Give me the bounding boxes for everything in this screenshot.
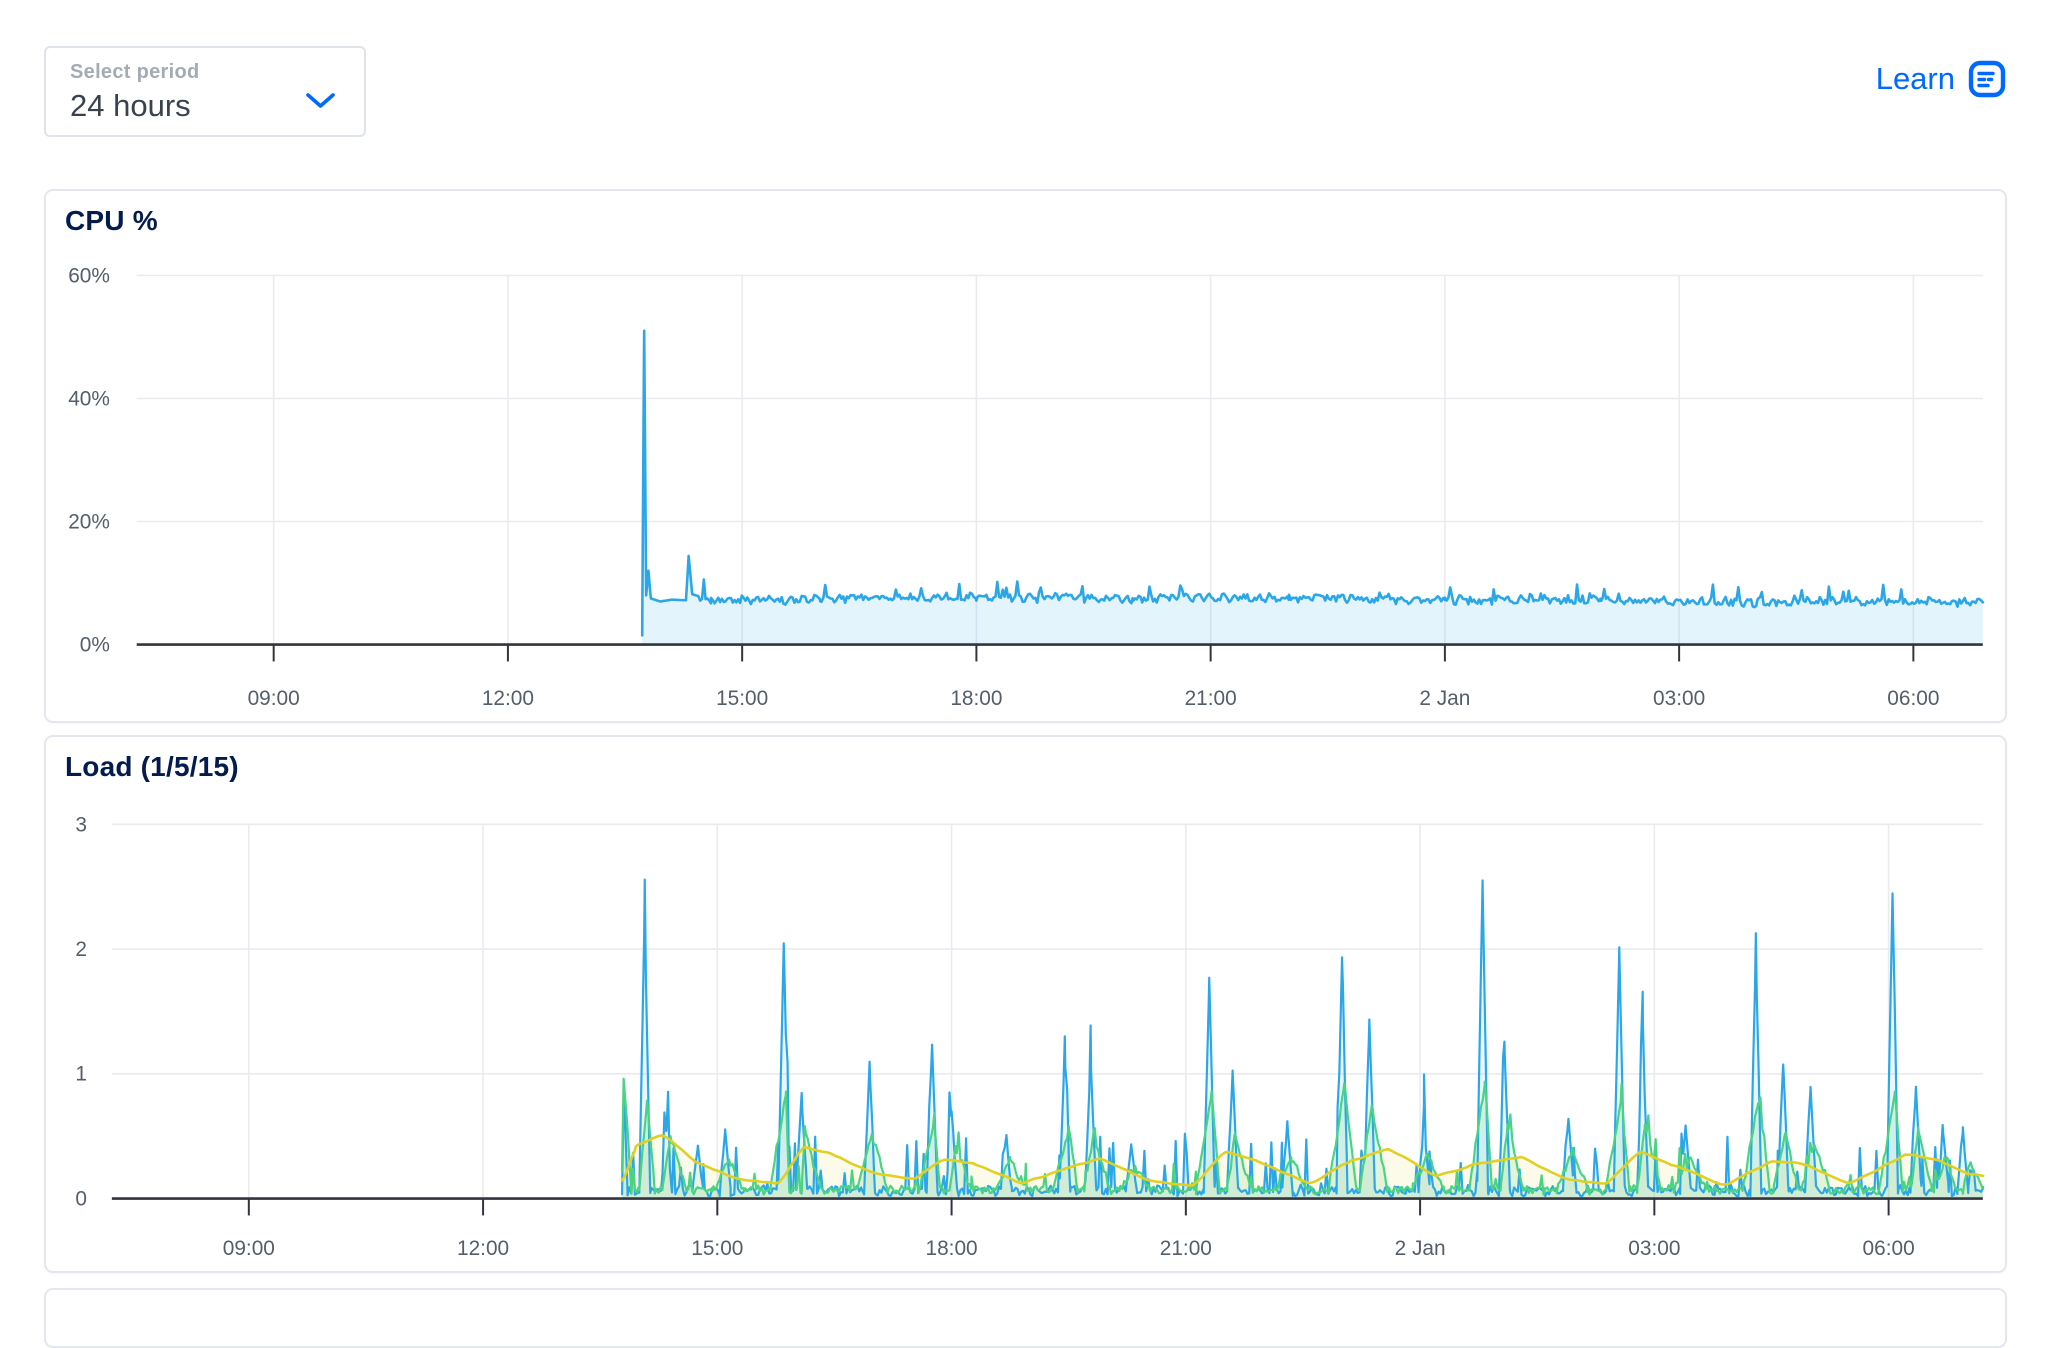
load15-line	[620, 1134, 1985, 1187]
cpu-chart-title: CPU %	[65, 205, 158, 236]
cpu-line	[640, 329, 1985, 637]
load15-area	[622, 1135, 1984, 1199]
y-tick-label: 40%	[68, 387, 110, 410]
y-tick-label: 60%	[68, 264, 110, 287]
x-tick-label: 15:00	[691, 1237, 743, 1260]
y-tick-label: 20%	[68, 510, 110, 533]
y-tick-label: 0	[75, 1187, 87, 1210]
chevron-down-icon	[306, 93, 335, 108]
y-tick-label: 2	[75, 938, 87, 961]
learn-link[interactable]: Learn	[1876, 56, 2006, 102]
load-chart-card: Load (1/5/15) 09:00 12:00 15:00 18:00 21:00 2…	[44, 735, 2007, 1273]
cpu-chart-card: CPU % 09:00 12:00 15:00 18:00 21:00 2 Jan 03:0…	[44, 189, 2007, 723]
x-tick-label: 03:00	[1653, 687, 1705, 710]
load1-area	[622, 879, 1984, 1199]
x-tick-label: 21:00	[1185, 687, 1237, 710]
next-chart-card	[44, 1288, 2007, 1348]
x-tick-label: 2 Jan	[1419, 687, 1470, 710]
x-tick-label: 15:00	[716, 687, 768, 710]
x-tick-label: 2 Jan	[1395, 1237, 1446, 1260]
x-tick-label: 06:00	[1887, 687, 1939, 710]
x-tick-label: 12:00	[457, 1237, 509, 1260]
period-select-value: 24 hours	[70, 88, 191, 123]
x-tick-label: 09:00	[248, 687, 300, 710]
x-tick-label: 06:00	[1863, 1237, 1915, 1260]
y-tick-label: 0%	[80, 634, 110, 657]
cpu-chart: 09:00 12:00 15:00 18:00 21:00 2 Jan 03:00 06:00…	[68, 264, 1985, 710]
period-select-label: Select period	[70, 61, 200, 83]
y-tick-label: 3	[75, 813, 87, 836]
docs-icon	[1968, 60, 2006, 98]
load1-line	[620, 878, 1985, 1198]
load-chart: 09:00 12:00 15:00 18:00 21:00 2 Jan 03:00 06:00…	[75, 813, 1985, 1260]
load5-line	[620, 1077, 1985, 1196]
x-tick-label: 03:00	[1628, 1237, 1680, 1260]
period-select[interactable]: Select period 24 hours	[44, 46, 366, 137]
x-tick-label: 21:00	[1160, 1237, 1212, 1260]
x-tick-label: 18:00	[926, 1237, 978, 1260]
learn-label: Learn	[1875, 61, 1955, 96]
y-tick-label: 1	[75, 1063, 87, 1086]
x-tick-label: 18:00	[950, 687, 1002, 710]
x-tick-label: 09:00	[223, 1237, 275, 1260]
x-tick-label: 12:00	[482, 687, 534, 710]
cpu-area	[642, 330, 1983, 645]
load-chart-title: Load (1/5/15)	[65, 751, 239, 782]
load5-area	[622, 1078, 1984, 1199]
